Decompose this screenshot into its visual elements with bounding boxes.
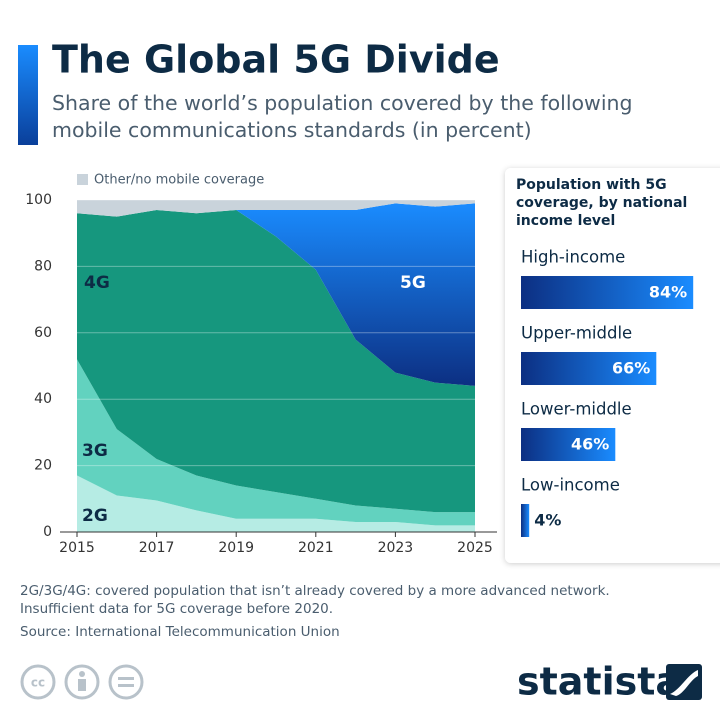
brand-logo-mark bbox=[670, 670, 698, 696]
category-label: Low-income bbox=[521, 476, 620, 495]
x-tick-label: 2017 bbox=[139, 540, 175, 556]
note: Insufficient data for 5G coverage before… bbox=[20, 601, 333, 617]
area bbox=[77, 209, 475, 513]
y-tick-label: 60 bbox=[34, 325, 52, 341]
series-label: 2G bbox=[82, 506, 108, 526]
x-tick-label: 2015 bbox=[59, 540, 95, 556]
side-title: Population with 5G coverage, by national… bbox=[516, 177, 688, 229]
title-accent bbox=[18, 45, 38, 145]
series-label: 5G bbox=[400, 273, 426, 293]
side-title-box: Population with 5G coverage, by national… bbox=[516, 177, 688, 229]
area bbox=[236, 203, 475, 386]
subtitle-box: Share of the world’s population covered … bbox=[52, 91, 633, 142]
y-tick-label: 80 bbox=[34, 258, 52, 274]
y-tick-label: 0 bbox=[43, 524, 52, 540]
area bbox=[77, 200, 475, 217]
value-label: 66% bbox=[612, 359, 650, 378]
by-icon bbox=[78, 679, 86, 691]
nd-icon bbox=[118, 677, 134, 680]
series-label: 4G bbox=[84, 273, 110, 293]
x-tick-label: 2023 bbox=[378, 540, 414, 556]
x-tick-label: 2025 bbox=[457, 540, 493, 556]
nd-icon bbox=[118, 684, 134, 687]
value-label: 4% bbox=[534, 511, 561, 530]
by-icon bbox=[79, 671, 85, 677]
y-tick-label: 20 bbox=[34, 458, 52, 474]
source: Source: International Telecommunication … bbox=[20, 624, 340, 640]
bar bbox=[521, 428, 616, 461]
value-label: 46% bbox=[571, 435, 609, 454]
legend-label: Other/no mobile coverage bbox=[94, 173, 264, 188]
category-label: Upper-middle bbox=[521, 324, 632, 343]
legend-swatch bbox=[77, 174, 88, 185]
y-tick-label: 40 bbox=[34, 391, 52, 407]
bar bbox=[521, 352, 657, 385]
series-label: 3G bbox=[82, 441, 108, 461]
area bbox=[77, 359, 475, 526]
x-tick-label: 2021 bbox=[298, 540, 334, 556]
value-label: 84% bbox=[649, 283, 687, 302]
category-label: Lower-middle bbox=[521, 400, 632, 419]
y-tick-label: 100 bbox=[25, 192, 52, 208]
category-label: High-income bbox=[521, 248, 625, 267]
x-tick-label: 2019 bbox=[218, 540, 254, 556]
bar bbox=[521, 504, 530, 537]
cc-icon: cc bbox=[31, 676, 45, 690]
brand: statista bbox=[517, 660, 681, 704]
area bbox=[77, 475, 475, 532]
chart-title: The Global 5G Divide bbox=[52, 38, 500, 82]
chart-subtitle: Share of the world’s population covered … bbox=[52, 91, 633, 142]
bar bbox=[521, 276, 694, 309]
license-icons bbox=[20, 664, 144, 700]
note: 2G/3G/4G: covered population that isn’t … bbox=[20, 583, 610, 599]
